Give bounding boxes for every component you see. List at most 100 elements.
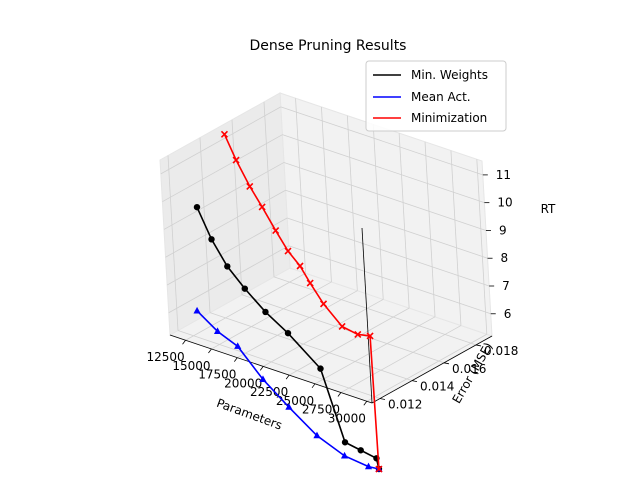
z-tick-label: 7 [502,279,510,293]
grid-x-back [424,141,436,317]
grid-y-side [231,119,243,295]
data-point [262,308,269,316]
grid-z-side [160,106,281,175]
series-mean-act [193,306,383,472]
x-tick-mark [285,374,290,380]
grid-x-floor [237,290,358,359]
z-tick-label: 11 [496,168,511,182]
y-tick-labels: 0.012 0.014 0.016 0.018 [379,344,518,412]
data-point [317,365,324,372]
grid-z-side [163,162,285,230]
data-point [284,247,292,255]
data-point [340,451,349,459]
grid-lines [160,98,491,402]
x-tick-label: 12500 [146,350,184,364]
x-tick-label: 15000 [172,359,210,373]
grid-x-floor [185,272,306,341]
legend-label-min-weights: Min. Weights [411,68,488,82]
data-point [285,403,293,410]
data-point [364,462,373,470]
x-tick-mark [363,401,368,406]
grid-z-side [166,217,288,286]
grid-x-back [476,159,488,335]
side-pane [159,92,291,336]
z-axis-line [361,227,373,404]
y-axis-line [371,335,493,404]
z-tick-label: 8 [501,251,509,265]
x-tick-mark [182,339,186,345]
x-tick-label: 17500 [198,368,236,382]
data-point [357,447,364,454]
grid-x-back [372,124,384,300]
data-point [224,263,231,270]
legend-label-mean-act: Mean Act. [411,90,471,104]
grid-x-floor [263,299,384,367]
legend-box [365,60,507,132]
grid-y-side [263,101,275,277]
x-tick-label: 27500 [302,403,340,417]
data-point [338,322,346,331]
data-point [272,226,280,235]
grid-x-back [321,106,332,282]
data-point [284,329,292,337]
data-point [319,300,328,308]
y-tick-mark [379,398,386,400]
y-tick-label: 0.016 [452,362,486,376]
data-point [366,332,374,340]
grid-x-back [398,133,410,309]
x-axis-label: Parameters [215,396,284,433]
axis-panes [159,92,494,404]
data-point [313,431,321,439]
series-minimization [220,130,383,473]
x-tick-label: 20000 [224,376,262,390]
z-axis-label: RT [541,202,556,216]
y-tick-label: 0.018 [484,344,518,358]
grid-z-back [287,217,490,287]
data-point [259,375,267,382]
grid-z-back [288,245,491,315]
grid-z-back [280,106,483,176]
axis-lines [169,227,493,404]
chart-title: Dense Pruning Results [250,38,407,54]
grid-y-side [167,155,179,331]
y-tick-mark [443,362,450,365]
data-point [354,330,362,339]
legend: Min. Weights Mean Act. Minimization [365,60,507,132]
data-point [213,327,222,334]
grid-y-floor [273,276,477,346]
grid-x-floor [314,316,436,385]
data-point [208,236,215,243]
grid-y-floor [241,294,445,364]
data-point [193,306,201,314]
grid-x-floor [211,281,332,350]
data-point [234,342,242,349]
series-group [193,130,383,473]
x-tick-label: 30000 [328,411,366,425]
grid-x-back [346,115,358,291]
grid-z-side [168,245,289,314]
data-point [375,465,383,473]
grid-z-side [165,189,286,258]
data-point [220,130,229,138]
z-tick-label: 6 [504,307,512,321]
data-point [246,182,254,190]
grid-y-floor [209,312,413,382]
grid-z-back [283,162,487,231]
data-point [241,285,249,292]
x-tick-mark [259,366,264,371]
legend-label-minimization: Minimization [411,111,487,125]
data-point [258,203,266,211]
data-point [306,279,314,287]
z-tick-label: 10 [497,196,512,210]
x-axis-line [169,334,373,404]
data-point [296,262,304,270]
data-point [341,439,349,446]
x-tick-mark [234,357,238,362]
grid-x-back [450,150,462,326]
grid-y-floor [177,330,381,399]
z-tick-label: 9 [499,223,507,237]
y-tick-label: 0.012 [388,398,422,412]
y-tick-mark [411,380,418,383]
grid-z-back [282,134,485,204]
